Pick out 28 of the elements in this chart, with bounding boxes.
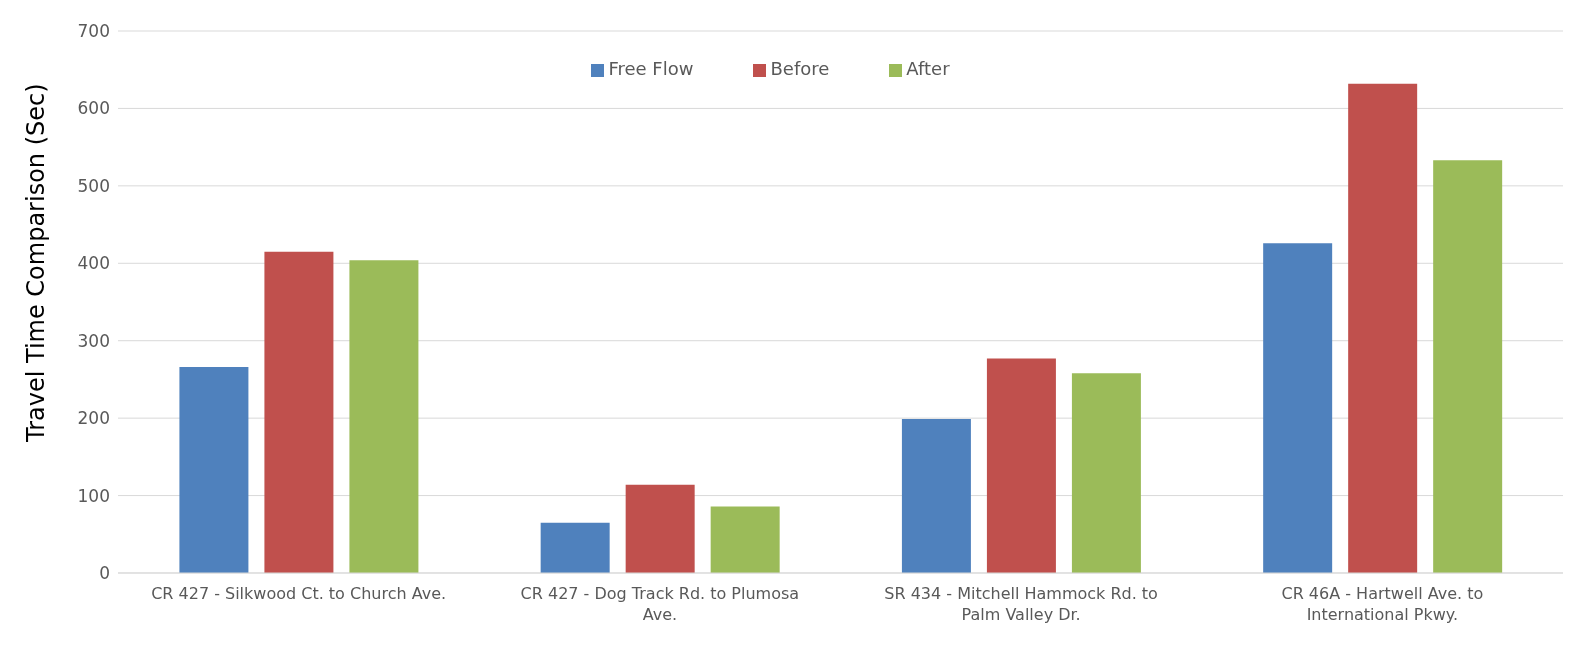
y-tick-label: 100 bbox=[77, 485, 110, 506]
legend-label: Free Flow bbox=[608, 58, 694, 79]
bar bbox=[1433, 160, 1503, 573]
y-tick-label: 600 bbox=[77, 98, 110, 119]
y-tick-label: 400 bbox=[77, 253, 110, 274]
y-tick-label: 200 bbox=[77, 408, 110, 429]
bar bbox=[1071, 373, 1141, 573]
x-tick-label: CR 46A - Hartwell Ave. to International Pkwy. bbox=[1281, 584, 1484, 624]
y-tick-label: 500 bbox=[77, 175, 110, 196]
legend-label: Before bbox=[770, 58, 830, 79]
bar bbox=[986, 358, 1056, 573]
y-tick-label: 700 bbox=[77, 21, 110, 42]
bar bbox=[901, 418, 971, 573]
bar bbox=[349, 260, 419, 573]
x-tick-label: CR 427 - Silkwood Ct. to Church Ave. bbox=[151, 584, 447, 603]
bar bbox=[710, 506, 780, 573]
bar bbox=[264, 251, 334, 573]
bar bbox=[540, 522, 610, 573]
bar bbox=[625, 484, 695, 573]
bar bbox=[1348, 83, 1418, 573]
y-axis-title: Travel Time Comparison (Sec) bbox=[21, 83, 50, 443]
x-tick-label: SR 434 - Mitchell Hammock Rd. to Palm Valley Dr. bbox=[884, 584, 1158, 624]
bar bbox=[179, 367, 249, 573]
legend-label: After bbox=[906, 58, 950, 79]
y-tick-label: 0 bbox=[99, 563, 110, 584]
y-tick-label: 300 bbox=[77, 330, 110, 351]
x-tick-label: CR 427 - Dog Track Rd. to Plumosa Ave. bbox=[520, 584, 800, 624]
bar bbox=[1263, 243, 1333, 573]
